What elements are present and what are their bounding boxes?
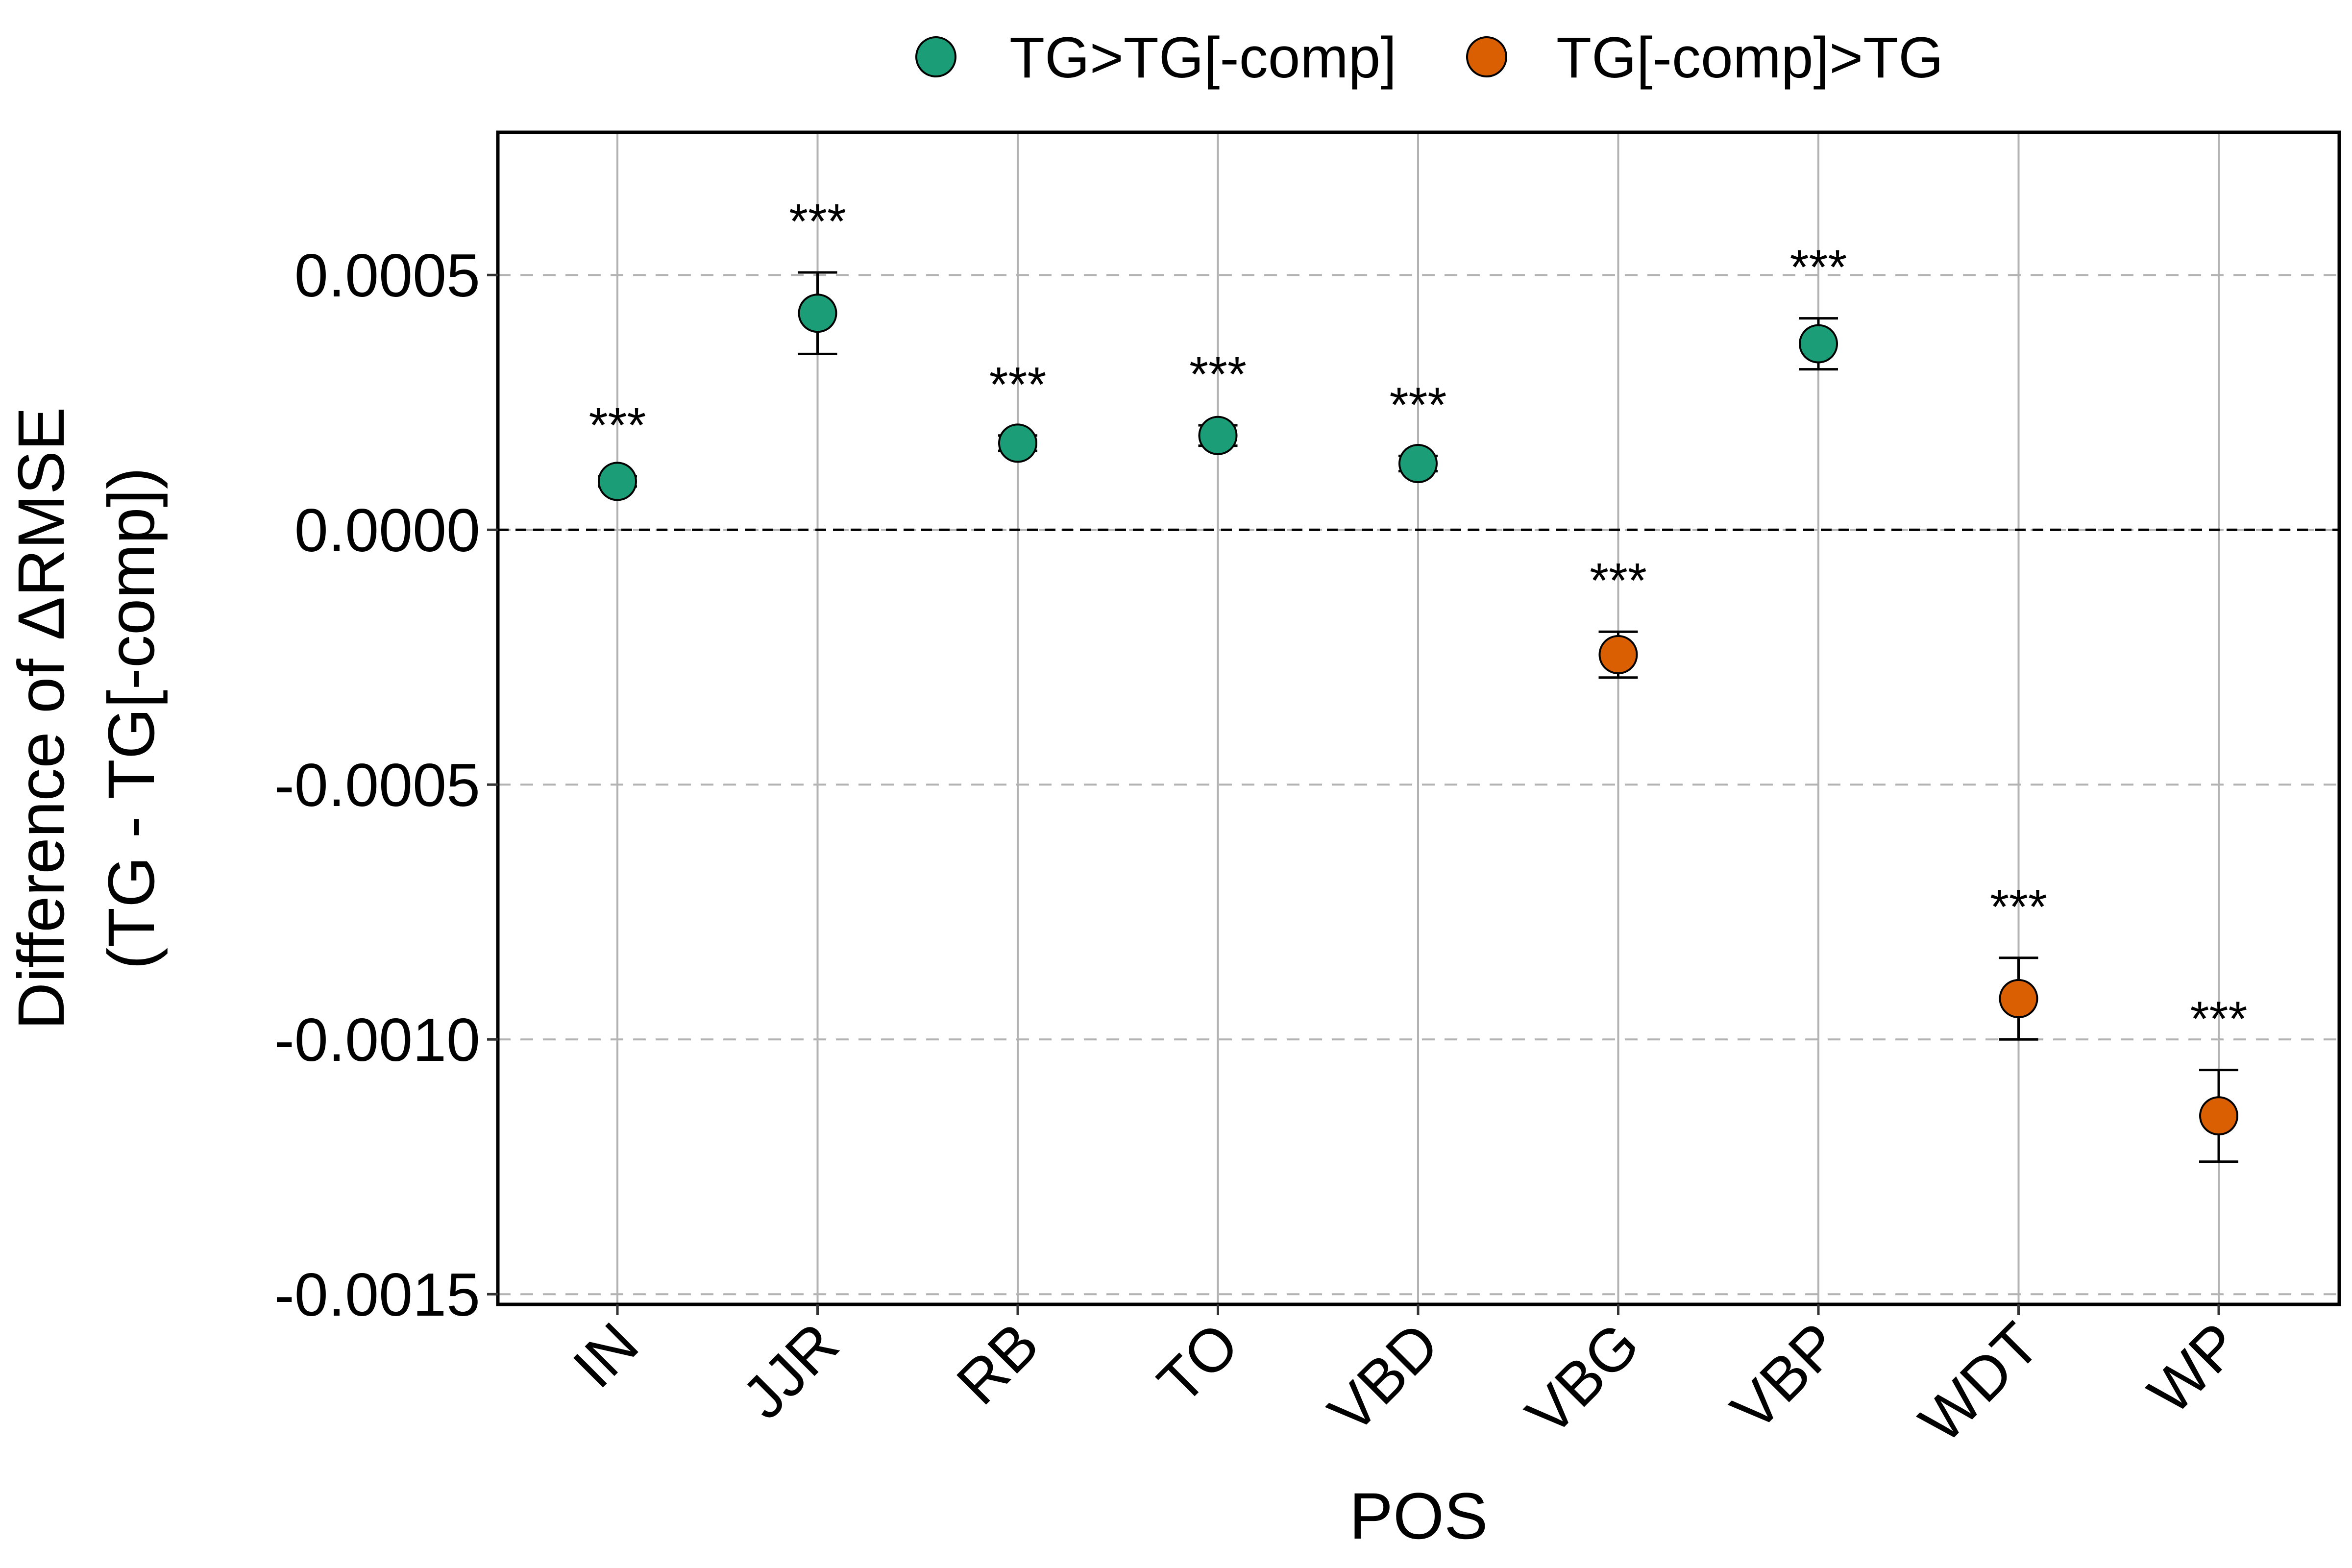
data-point-wp — [2199, 1096, 2238, 1136]
data-point-jjr — [798, 294, 837, 333]
y-tick-label: 0.0000 — [294, 497, 480, 564]
legend-marker-tg-comp-greater — [1466, 36, 1507, 77]
legend-label-tg-greater: TG>TG[-comp] — [1009, 25, 1396, 90]
significance-label-rb: *** — [989, 357, 1047, 412]
data-point-in — [598, 462, 637, 501]
data-point-vbp — [1799, 324, 1838, 364]
significance-label-wdt: *** — [1990, 880, 2047, 934]
marks-layer: *** *** *** *** *** *** *** *** *** — [589, 194, 2248, 1163]
x-axis-title: POS — [1349, 1480, 1488, 1553]
significance-label-vbp: *** — [1790, 240, 1847, 295]
legend: TG>TG[-comp] TG[-comp]>TG — [915, 25, 1943, 90]
data-point-to — [1198, 416, 1238, 455]
legend-marker-tg-greater — [915, 36, 956, 77]
y-axis-ticks: 0.0005 0.0000 -0.0005 -0.0010 -0.0015 — [274, 242, 498, 1329]
significance-label-in: *** — [589, 398, 646, 453]
y-tick-label: -0.0005 — [274, 752, 480, 819]
data-point-vbg — [1598, 635, 1638, 674]
data-point-wdt — [1999, 979, 2038, 1018]
significance-label-vbg: *** — [1590, 553, 1647, 608]
data-point-rb — [998, 423, 1037, 463]
significance-label-to: *** — [1189, 347, 1247, 402]
y-axis-title-line-1: Difference of ΔRMSE — [5, 407, 78, 1029]
data-point-vbd — [1398, 444, 1438, 483]
y-tick-label: -0.0015 — [274, 1261, 480, 1329]
significance-label-jjr: *** — [789, 194, 846, 249]
significance-label-vbd: *** — [1390, 377, 1447, 432]
significance-label-wp: *** — [2190, 992, 2248, 1047]
y-axis-title: Difference of ΔRMSE (TG - TG[-comp]) — [5, 407, 168, 1029]
y-tick-label: 0.0005 — [294, 242, 480, 310]
y-tick-label: -0.0010 — [274, 1006, 480, 1074]
y-axis-title-line-2: (TG - TG[-comp]) — [95, 467, 168, 970]
legend-label-tg-comp-greater: TG[-comp]>TG — [1556, 25, 1943, 90]
